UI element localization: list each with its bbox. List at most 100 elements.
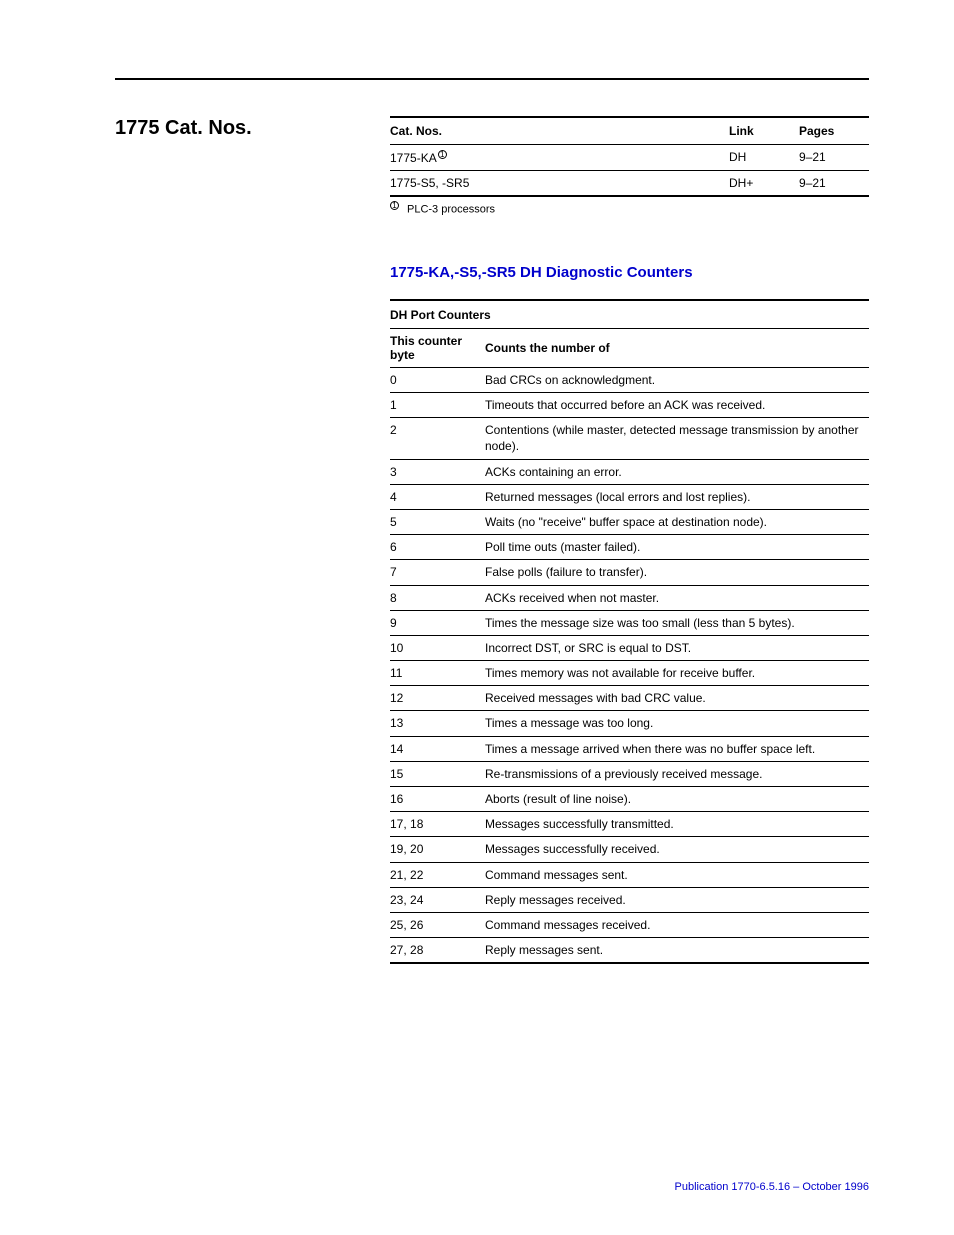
counter-desc-cell: ACKs received when not master. (485, 585, 869, 610)
counter-desc-cell: ACKs containing an error. (485, 459, 869, 484)
counter-table-row: 11Times memory was not available for rec… (390, 661, 869, 686)
link-cell: DH (729, 145, 799, 171)
counter-table-row: 10Incorrect DST, or SRC is equal to DST. (390, 635, 869, 660)
counter-desc-cell: Bad CRCs on acknowledgment. (485, 367, 869, 392)
counter-desc-cell: Incorrect DST, or SRC is equal to DST. (485, 635, 869, 660)
pages-link[interactable]: 9–21 (799, 145, 869, 171)
counter-desc-cell: Command messages sent. (485, 862, 869, 887)
counter-byte-cell: 13 (390, 711, 485, 736)
counter-table-row: 5Waits (no "receive" buffer space at des… (390, 509, 869, 534)
counter-table-row: 8ACKs received when not master. (390, 585, 869, 610)
counter-desc-cell: Timeouts that occurred before an ACK was… (485, 393, 869, 418)
col-header-desc: Counts the number of (485, 328, 869, 367)
counter-byte-cell: 16 (390, 787, 485, 812)
counter-byte-cell: 7 (390, 560, 485, 585)
counter-desc-cell: Waits (no "receive" buffer space at dest… (485, 509, 869, 534)
counter-byte-cell: 21, 22 (390, 862, 485, 887)
counter-desc-cell: Poll time outs (master failed). (485, 535, 869, 560)
counter-desc-cell: Reply messages sent. (485, 938, 869, 964)
counter-col-header-row: This counter byte Counts the number of (390, 328, 869, 367)
counter-table-row: 25, 26Command messages received. (390, 912, 869, 937)
section-title: 1775 Cat. Nos. (115, 116, 390, 140)
content-row: 1775 Cat. Nos. Cat. Nos. Link Pages 1775… (115, 116, 869, 964)
counter-byte-cell: 3 (390, 459, 485, 484)
counter-byte-cell: 4 (390, 484, 485, 509)
counter-desc-cell: Times the message size was too small (le… (485, 610, 869, 635)
counter-byte-cell: 25, 26 (390, 912, 485, 937)
counter-table-row: 19, 20Messages successfully received. (390, 837, 869, 862)
footnote-marker-icon: 1 (390, 201, 399, 210)
counter-table-row: 4Returned messages (local errors and los… (390, 484, 869, 509)
counter-byte-cell: 14 (390, 736, 485, 761)
counter-desc-cell: Returned messages (local errors and lost… (485, 484, 869, 509)
counter-byte-cell: 12 (390, 686, 485, 711)
counter-table-row: 3ACKs containing an error. (390, 459, 869, 484)
pages-link[interactable]: 9–21 (799, 171, 869, 197)
counter-desc-cell: Command messages received. (485, 912, 869, 937)
counter-table-row: 23, 24Reply messages received. (390, 887, 869, 912)
cat-table-footnote: 1 PLC-3 processors (390, 197, 869, 216)
counter-table-row: 15Re-transmissions of a previously recei… (390, 761, 869, 786)
counter-table-row: 1Timeouts that occurred before an ACK wa… (390, 393, 869, 418)
counter-table-row: 0Bad CRCs on acknowledgment. (390, 367, 869, 392)
counter-table-row: 14Times a message arrived when there was… (390, 736, 869, 761)
counter-byte-cell: 9 (390, 610, 485, 635)
counter-desc-cell: Times a message arrived when there was n… (485, 736, 869, 761)
counter-byte-cell: 8 (390, 585, 485, 610)
cat-table-header-row: Cat. Nos. Link Pages (390, 117, 869, 145)
counter-desc-cell: Times a message was too long. (485, 711, 869, 736)
cat-cell: 1775-KA1 (390, 145, 729, 171)
counter-table-row: 7False polls (failure to transfer). (390, 560, 869, 585)
cat-nos-table: Cat. Nos. Link Pages 1775-KA1DH9–211775-… (390, 116, 869, 197)
page: 1775 Cat. Nos. Cat. Nos. Link Pages 1775… (0, 0, 954, 1235)
cat-cell: 1775-S5, -SR5 (390, 171, 729, 197)
footnote-marker-icon: 1 (438, 150, 447, 159)
counter-desc-cell: Contentions (while master, detected mess… (485, 418, 869, 459)
counter-table-row: 16Aborts (result of line noise). (390, 787, 869, 812)
counter-desc-cell: Reply messages received. (485, 887, 869, 912)
counter-byte-cell: 27, 28 (390, 938, 485, 964)
col-header-link: Link (729, 117, 799, 145)
counter-table-row: 13Times a message was too long. (390, 711, 869, 736)
counter-table-row: 6Poll time outs (master failed). (390, 535, 869, 560)
counter-desc-cell: Re-transmissions of a previously receive… (485, 761, 869, 786)
top-rule (115, 78, 869, 80)
counter-byte-cell: 11 (390, 661, 485, 686)
counter-table-row: 2Contentions (while master, detected mes… (390, 418, 869, 459)
publication-footer: Publication 1770-6.5.16 – October 1996 (675, 1181, 869, 1193)
counter-byte-cell: 23, 24 (390, 887, 485, 912)
counter-desc-cell: Messages successfully transmitted. (485, 812, 869, 837)
footnote-text: PLC-3 processors (407, 204, 495, 216)
counter-byte-cell: 17, 18 (390, 812, 485, 837)
col-header-cat: Cat. Nos. (390, 117, 729, 145)
cat-table-row: 1775-KA1DH9–21 (390, 145, 869, 171)
counter-group-header-row: DH Port Counters (390, 300, 869, 329)
counter-desc-cell: Aborts (result of line noise). (485, 787, 869, 812)
counter-desc-cell: Messages successfully received. (485, 837, 869, 862)
counter-table-row: 12Received messages with bad CRC value. (390, 686, 869, 711)
subsection-title: 1775-KA,-S5,-SR5 DH Diagnostic Counters (390, 264, 869, 281)
counter-group-header: DH Port Counters (390, 300, 869, 329)
counter-table: DH Port Counters This counter byte Count… (390, 299, 869, 965)
counter-byte-cell: 1 (390, 393, 485, 418)
counter-desc-cell: Times memory was not available for recei… (485, 661, 869, 686)
counter-byte-cell: 19, 20 (390, 837, 485, 862)
counter-table-row: 21, 22Command messages sent. (390, 862, 869, 887)
counter-byte-cell: 2 (390, 418, 485, 459)
col-header-byte: This counter byte (390, 328, 485, 367)
counter-byte-cell: 0 (390, 367, 485, 392)
col-header-pages: Pages (799, 117, 869, 145)
link-cell: DH+ (729, 171, 799, 197)
counter-byte-cell: 6 (390, 535, 485, 560)
cat-table-row: 1775-S5, -SR5DH+9–21 (390, 171, 869, 197)
counter-table-row: 17, 18Messages successfully transmitted. (390, 812, 869, 837)
counter-byte-cell: 15 (390, 761, 485, 786)
counter-byte-cell: 10 (390, 635, 485, 660)
counter-desc-cell: Received messages with bad CRC value. (485, 686, 869, 711)
counter-byte-cell: 5 (390, 509, 485, 534)
counter-table-row: 9Times the message size was too small (l… (390, 610, 869, 635)
right-column: Cat. Nos. Link Pages 1775-KA1DH9–211775-… (390, 116, 869, 964)
counter-table-row: 27, 28Reply messages sent. (390, 938, 869, 964)
counter-desc-cell: False polls (failure to transfer). (485, 560, 869, 585)
left-column: 1775 Cat. Nos. (115, 116, 390, 140)
